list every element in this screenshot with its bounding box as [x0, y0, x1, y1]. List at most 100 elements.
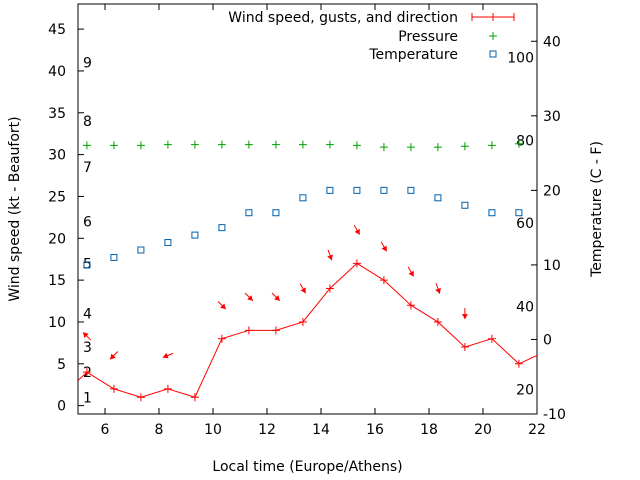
temperature-point: [218, 224, 226, 232]
legend-entry: Temperature: [368, 47, 497, 63]
legend-swatch: [489, 32, 497, 40]
temperature-point: [488, 209, 496, 217]
wind-direction-arrow: [271, 292, 281, 302]
pressure-point: [514, 139, 523, 148]
y-right-tick-label: 0: [543, 332, 552, 348]
x-tick-label: 12: [258, 422, 276, 438]
temperature-point: [137, 246, 145, 254]
pressure-point: [163, 140, 172, 149]
wind-speed-point: [136, 393, 145, 402]
pressure-point: [298, 140, 307, 149]
y-left-axis-title: Wind speed (kt - Beaufort): [7, 116, 23, 301]
pressure-point: [379, 143, 388, 152]
wind-direction-arrow: [407, 266, 415, 277]
pressure-point: [190, 140, 199, 149]
y-left-tick-label: 10: [48, 315, 66, 331]
y-left-tick-label: 0: [57, 399, 66, 415]
y-left-tick-label: 30: [48, 148, 66, 164]
pressure-point: [406, 143, 415, 152]
wind-direction-arrow: [461, 308, 468, 320]
y-left-tick-label: 20: [48, 231, 66, 247]
data-layer: [78, 139, 537, 402]
wind-speed-point: [460, 343, 469, 352]
pressure-point: [109, 141, 118, 150]
wind-speed-point: [352, 259, 361, 268]
pressure-point: [244, 140, 253, 149]
x-tick-label: 10: [204, 422, 222, 438]
wind-direction-arrow: [244, 292, 254, 302]
x-tick-label: 20: [474, 422, 492, 438]
fahrenheit-label: 80: [516, 133, 534, 149]
legend-swatch: [489, 50, 497, 58]
legend-swatch-marks: [471, 13, 515, 21]
y-right-tick-label: -10: [543, 407, 566, 423]
wind-speed-point: [487, 334, 496, 343]
wind-speed-point: [109, 384, 118, 393]
pressure-point: [217, 140, 226, 149]
wind-speed-point: [379, 276, 388, 285]
y-right-tick-label: 10: [543, 258, 561, 274]
pressure-point: [460, 142, 469, 151]
beaufort-label: 6: [83, 215, 92, 231]
pressure-point: [325, 140, 334, 149]
pressure-point: [82, 141, 91, 150]
wind-direction-arrow: [299, 283, 307, 294]
y-left-tick-label: 15: [48, 273, 66, 289]
wind-speed-point: [82, 368, 91, 377]
legend-label: Temperature: [368, 47, 458, 63]
y-right-tick-label: 40: [543, 34, 561, 50]
fahrenheit-label: 60: [516, 216, 534, 232]
wind-speed-point: [163, 384, 172, 393]
wind-speed-point: [325, 284, 334, 293]
y-right-axis-title: Temperature (C - F): [589, 141, 605, 278]
temperature-point: [434, 194, 442, 202]
legend-label: Wind speed, gusts, and direction: [228, 10, 458, 26]
beaufort-label: 7: [83, 160, 92, 176]
wind-direction-arrow: [380, 241, 388, 252]
x-tick-label: 6: [101, 422, 110, 438]
y-left-tick-label: 25: [48, 189, 66, 205]
y-left-tick-label: 40: [48, 64, 66, 80]
y-right-tick-label: 20: [543, 183, 561, 199]
wind-speed-point: [433, 317, 442, 326]
beaufort-label: 2: [83, 365, 92, 381]
temperature-point: [299, 194, 307, 202]
x-tick-label: 16: [366, 422, 384, 438]
wind-direction-arrow: [353, 224, 361, 235]
pressure-point: [271, 140, 280, 149]
wind-direction-arrow: [327, 249, 333, 261]
wind-speed-point: [406, 301, 415, 310]
wind-speed-point: [271, 326, 280, 335]
temperature-point: [407, 186, 415, 194]
x-tick-label: 22: [528, 422, 546, 438]
y-left-tick-label: 5: [57, 357, 66, 373]
beaufort-label: 1: [83, 390, 92, 406]
x-tick-label: 14: [312, 422, 330, 438]
plot-frame: [77, 3, 538, 415]
beaufort-label: 9: [83, 56, 92, 72]
pressure-point: [136, 141, 145, 150]
wind-speed-point: [298, 317, 307, 326]
temperature-point: [380, 186, 388, 194]
wind-speed-point: [217, 334, 226, 343]
pressure-point: [487, 141, 496, 150]
y-left-tick-label: 45: [48, 22, 66, 38]
fahrenheit-label: 100: [507, 51, 534, 67]
temperature-point: [515, 209, 523, 217]
temperature-point: [461, 201, 469, 209]
beaufort-label: 4: [83, 307, 92, 323]
y-left-tick-label: 35: [48, 106, 66, 122]
temperature-point: [191, 231, 199, 239]
wind-direction-arrow: [435, 283, 441, 294]
wind-direction-arrow: [82, 331, 92, 341]
wind-speed-line: [78, 262, 537, 398]
temperature-point: [110, 253, 118, 261]
temperature-point: [272, 209, 280, 217]
x-tick-label: 18: [420, 422, 438, 438]
x-axis-title: Local time (Europe/Athens): [212, 459, 402, 475]
wind-speed-point: [244, 326, 253, 335]
fahrenheit-label: 40: [516, 300, 534, 316]
pressure-point: [433, 143, 442, 152]
temperature-point: [353, 186, 361, 194]
beaufort-label: 3: [83, 340, 92, 356]
